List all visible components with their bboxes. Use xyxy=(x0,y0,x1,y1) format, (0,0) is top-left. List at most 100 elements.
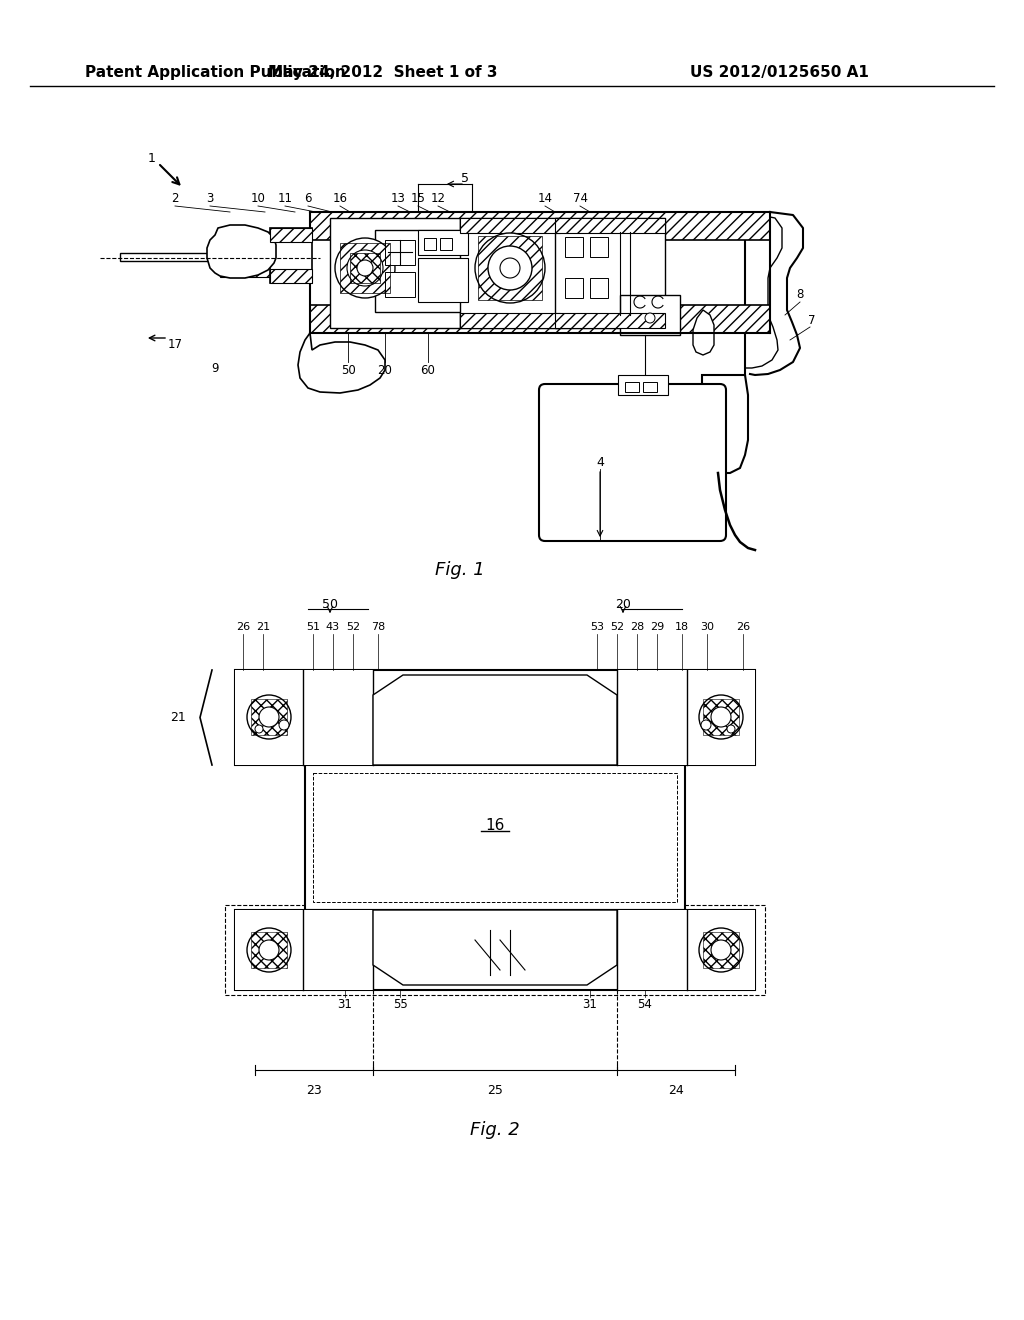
Bar xyxy=(375,230,470,312)
Bar xyxy=(565,279,583,298)
Text: 7: 7 xyxy=(808,314,816,326)
Text: 1: 1 xyxy=(148,152,156,165)
Bar xyxy=(310,305,770,333)
Bar xyxy=(270,269,312,282)
Text: 50: 50 xyxy=(341,363,355,376)
Text: 60: 60 xyxy=(421,363,435,376)
Bar xyxy=(251,700,287,735)
Text: May 24, 2012  Sheet 1 of 3: May 24, 2012 Sheet 1 of 3 xyxy=(268,66,498,81)
Circle shape xyxy=(279,719,289,730)
Text: 13: 13 xyxy=(390,191,406,205)
Bar xyxy=(303,671,373,766)
Circle shape xyxy=(711,708,731,727)
Text: 17: 17 xyxy=(168,338,182,351)
Bar xyxy=(617,671,687,766)
Text: 31: 31 xyxy=(583,998,597,1011)
Text: 3: 3 xyxy=(206,191,214,205)
Bar xyxy=(330,218,460,327)
Bar xyxy=(270,228,312,282)
Text: 25: 25 xyxy=(487,1084,503,1097)
Circle shape xyxy=(357,260,373,276)
Text: 78: 78 xyxy=(371,622,385,632)
Circle shape xyxy=(727,725,735,733)
Circle shape xyxy=(259,708,279,727)
Text: 28: 28 xyxy=(630,622,644,632)
Bar xyxy=(385,272,415,297)
Circle shape xyxy=(259,940,279,960)
Polygon shape xyxy=(207,224,276,279)
Text: 8: 8 xyxy=(797,289,804,301)
Circle shape xyxy=(500,257,520,279)
Text: 9: 9 xyxy=(211,362,219,375)
Polygon shape xyxy=(702,375,748,473)
Bar xyxy=(234,671,303,766)
Text: 26: 26 xyxy=(736,622,750,632)
Text: 54: 54 xyxy=(638,998,652,1011)
Circle shape xyxy=(701,719,711,730)
Circle shape xyxy=(488,246,532,290)
Bar xyxy=(460,218,560,327)
Bar xyxy=(440,238,452,249)
Text: 52: 52 xyxy=(610,622,624,632)
Bar xyxy=(687,909,755,990)
Text: 23: 23 xyxy=(306,1084,322,1097)
Text: 43: 43 xyxy=(326,622,340,632)
Text: 26: 26 xyxy=(236,622,250,632)
Bar xyxy=(305,766,685,909)
Bar xyxy=(643,381,657,392)
Bar xyxy=(225,906,765,995)
Circle shape xyxy=(247,696,291,739)
Bar xyxy=(303,909,373,990)
Text: 53: 53 xyxy=(590,622,604,632)
Text: 21: 21 xyxy=(170,711,186,723)
Bar xyxy=(590,238,608,257)
Bar xyxy=(234,909,303,990)
Text: US 2012/0125650 A1: US 2012/0125650 A1 xyxy=(690,66,869,81)
Text: 52: 52 xyxy=(346,622,360,632)
Text: 2: 2 xyxy=(171,191,179,205)
Bar xyxy=(703,932,739,968)
Circle shape xyxy=(699,696,743,739)
Text: 10: 10 xyxy=(251,191,265,205)
Bar xyxy=(478,236,542,300)
Bar xyxy=(617,909,687,990)
Text: 20: 20 xyxy=(615,598,631,610)
Bar xyxy=(418,230,468,255)
Text: Patent Application Publication: Patent Application Publication xyxy=(85,66,346,81)
Circle shape xyxy=(699,928,743,972)
Text: 15: 15 xyxy=(411,191,425,205)
Text: 20: 20 xyxy=(378,363,392,376)
Text: 12: 12 xyxy=(430,191,445,205)
Bar xyxy=(620,294,680,335)
Text: Fig. 2: Fig. 2 xyxy=(470,1121,520,1139)
Text: 30: 30 xyxy=(700,622,714,632)
Bar xyxy=(251,932,287,968)
Circle shape xyxy=(645,313,655,323)
Circle shape xyxy=(255,725,263,733)
Polygon shape xyxy=(373,909,617,985)
Text: 4: 4 xyxy=(596,455,604,469)
Bar xyxy=(460,218,560,234)
Bar xyxy=(618,375,668,395)
Bar xyxy=(234,671,755,766)
Bar xyxy=(687,671,755,766)
Bar xyxy=(555,218,665,327)
Bar xyxy=(313,774,677,902)
Text: 16: 16 xyxy=(485,817,505,833)
Polygon shape xyxy=(373,675,617,766)
Text: 5: 5 xyxy=(461,172,469,185)
Polygon shape xyxy=(693,310,714,355)
Bar xyxy=(234,909,755,990)
Text: 16: 16 xyxy=(333,191,347,205)
Text: 55: 55 xyxy=(392,998,408,1011)
Circle shape xyxy=(711,940,731,960)
Bar xyxy=(418,257,468,302)
Bar xyxy=(350,253,380,282)
Bar xyxy=(590,279,608,298)
Circle shape xyxy=(247,928,291,972)
Polygon shape xyxy=(298,333,385,393)
Bar xyxy=(220,232,270,277)
Bar xyxy=(120,253,220,261)
FancyBboxPatch shape xyxy=(539,384,726,541)
Text: 24: 24 xyxy=(668,1084,684,1097)
